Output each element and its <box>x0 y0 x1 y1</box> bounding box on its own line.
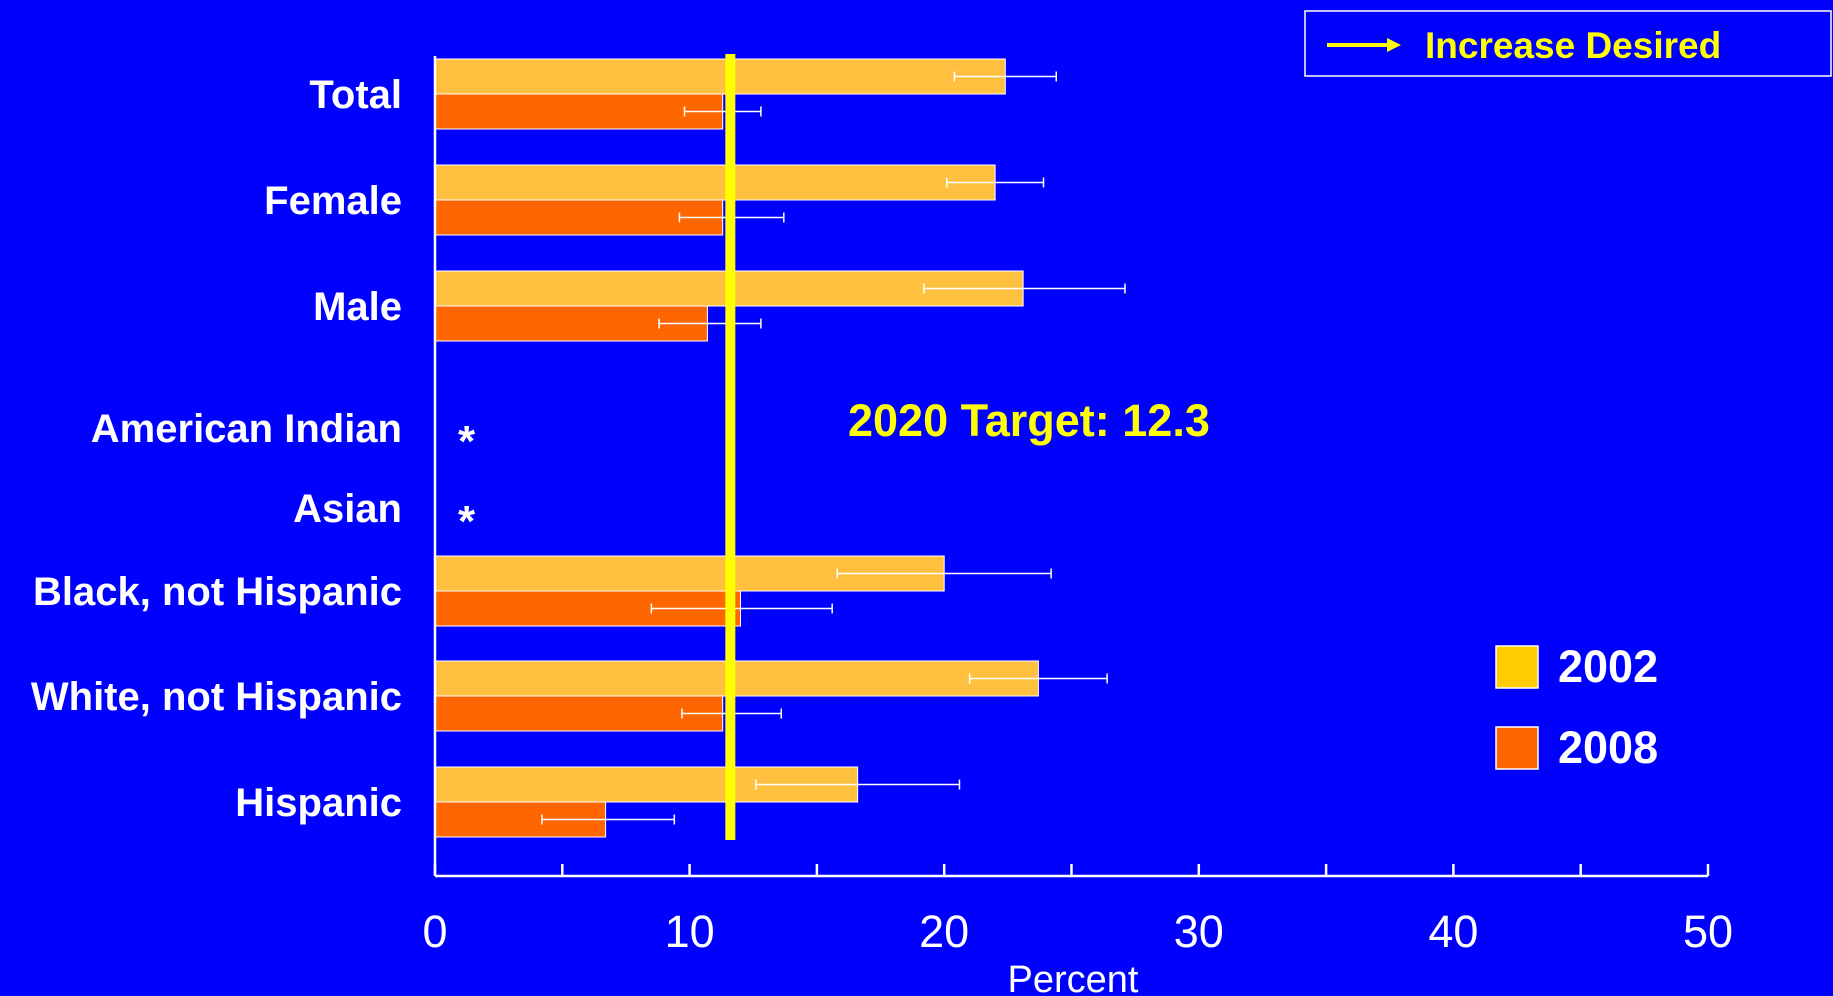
no-data-marker: * <box>458 497 476 546</box>
bar-2002 <box>434 58 1006 95</box>
legend-label-2002: 2002 <box>1558 641 1658 692</box>
category-label: Asian <box>293 487 402 531</box>
x-tick-label: 10 <box>665 906 715 957</box>
category-label: American Indian <box>91 407 402 451</box>
increase-desired-legend: Increase Desired <box>1304 10 1832 77</box>
category-label: Total <box>309 73 402 117</box>
arrow-head-icon <box>1387 38 1401 52</box>
x-tick-label: 20 <box>919 906 969 957</box>
category-label: Black, not Hispanic <box>33 570 402 614</box>
x-tick-label: 30 <box>1174 906 1224 957</box>
legend-swatch-2008 <box>1495 726 1539 770</box>
x-tick-label: 40 <box>1428 906 1478 957</box>
bar-2002 <box>434 164 996 201</box>
x-tick-label: 50 <box>1683 906 1733 957</box>
x-axis-title: Percent <box>1008 959 1139 996</box>
bar-2008 <box>434 93 724 130</box>
no-data-marker: * <box>458 417 476 466</box>
target-label: 2020 Target: 12.3 <box>848 395 1210 446</box>
bar-2008 <box>434 695 724 732</box>
x-tick-label: 0 <box>422 906 447 957</box>
legend-label-2008: 2008 <box>1558 722 1658 773</box>
increase-desired-box <box>1304 10 1832 77</box>
category-label: Male <box>313 285 402 329</box>
bar-2002 <box>434 660 1039 697</box>
legend-swatch-2002 <box>1495 645 1539 689</box>
category-label: Female <box>264 179 402 223</box>
category-label: Hispanic <box>235 781 402 825</box>
category-label: White, not Hispanic <box>31 675 402 719</box>
increase-desired-label: Increase Desired <box>1425 25 1721 66</box>
